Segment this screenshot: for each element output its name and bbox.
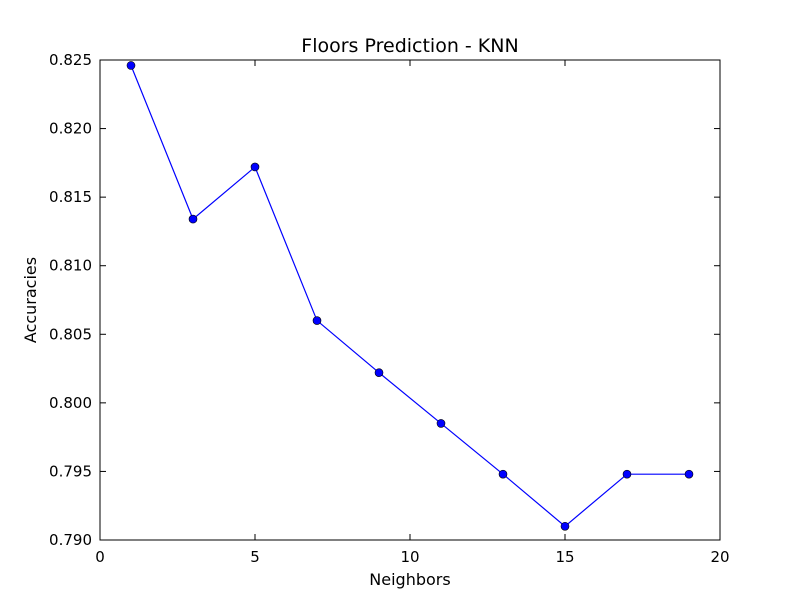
data-point — [312, 316, 322, 325]
y-tick-label: 0.815 — [49, 188, 92, 206]
data-point — [498, 469, 508, 479]
data-point — [622, 469, 632, 479]
data-point — [560, 521, 570, 531]
x-axis-label: Neighbors — [369, 570, 450, 589]
y-axis: 0.790 0.795 0.800 0.805 0.810 0.815 0.820 0.825 — [49, 51, 720, 549]
data-point — [126, 61, 136, 70]
x-tick-label: 0 — [95, 548, 105, 566]
data-point — [436, 419, 446, 428]
y-tick-label: 0.800 — [49, 394, 92, 412]
x-tick-label: 20 — [710, 548, 729, 566]
data-point — [250, 162, 260, 172]
y-tick-label: 0.825 — [49, 51, 92, 69]
plot-frame — [99, 59, 721, 541]
y-tick-label: 0.795 — [49, 462, 92, 480]
y-tick-label: 0.805 — [49, 325, 92, 343]
x-tick-label: 15 — [555, 548, 574, 566]
series-line — [130, 65, 689, 528]
x-tick-label: 10 — [400, 548, 419, 566]
y-axis-label: Accuracies — [21, 257, 40, 343]
x-axis: 0 5 10 15 20 — [95, 60, 730, 566]
y-tick-label: 0.820 — [49, 120, 92, 138]
series-layer — [126, 61, 694, 531]
y-tick-label: 0.790 — [49, 531, 92, 549]
data-point — [374, 368, 384, 377]
y-tick-label: 0.810 — [49, 257, 92, 275]
x-tick-label: 5 — [250, 548, 260, 566]
chart-title: Floors Prediction - KNN — [301, 35, 518, 57]
data-point — [684, 469, 694, 479]
data-point — [188, 214, 198, 224]
